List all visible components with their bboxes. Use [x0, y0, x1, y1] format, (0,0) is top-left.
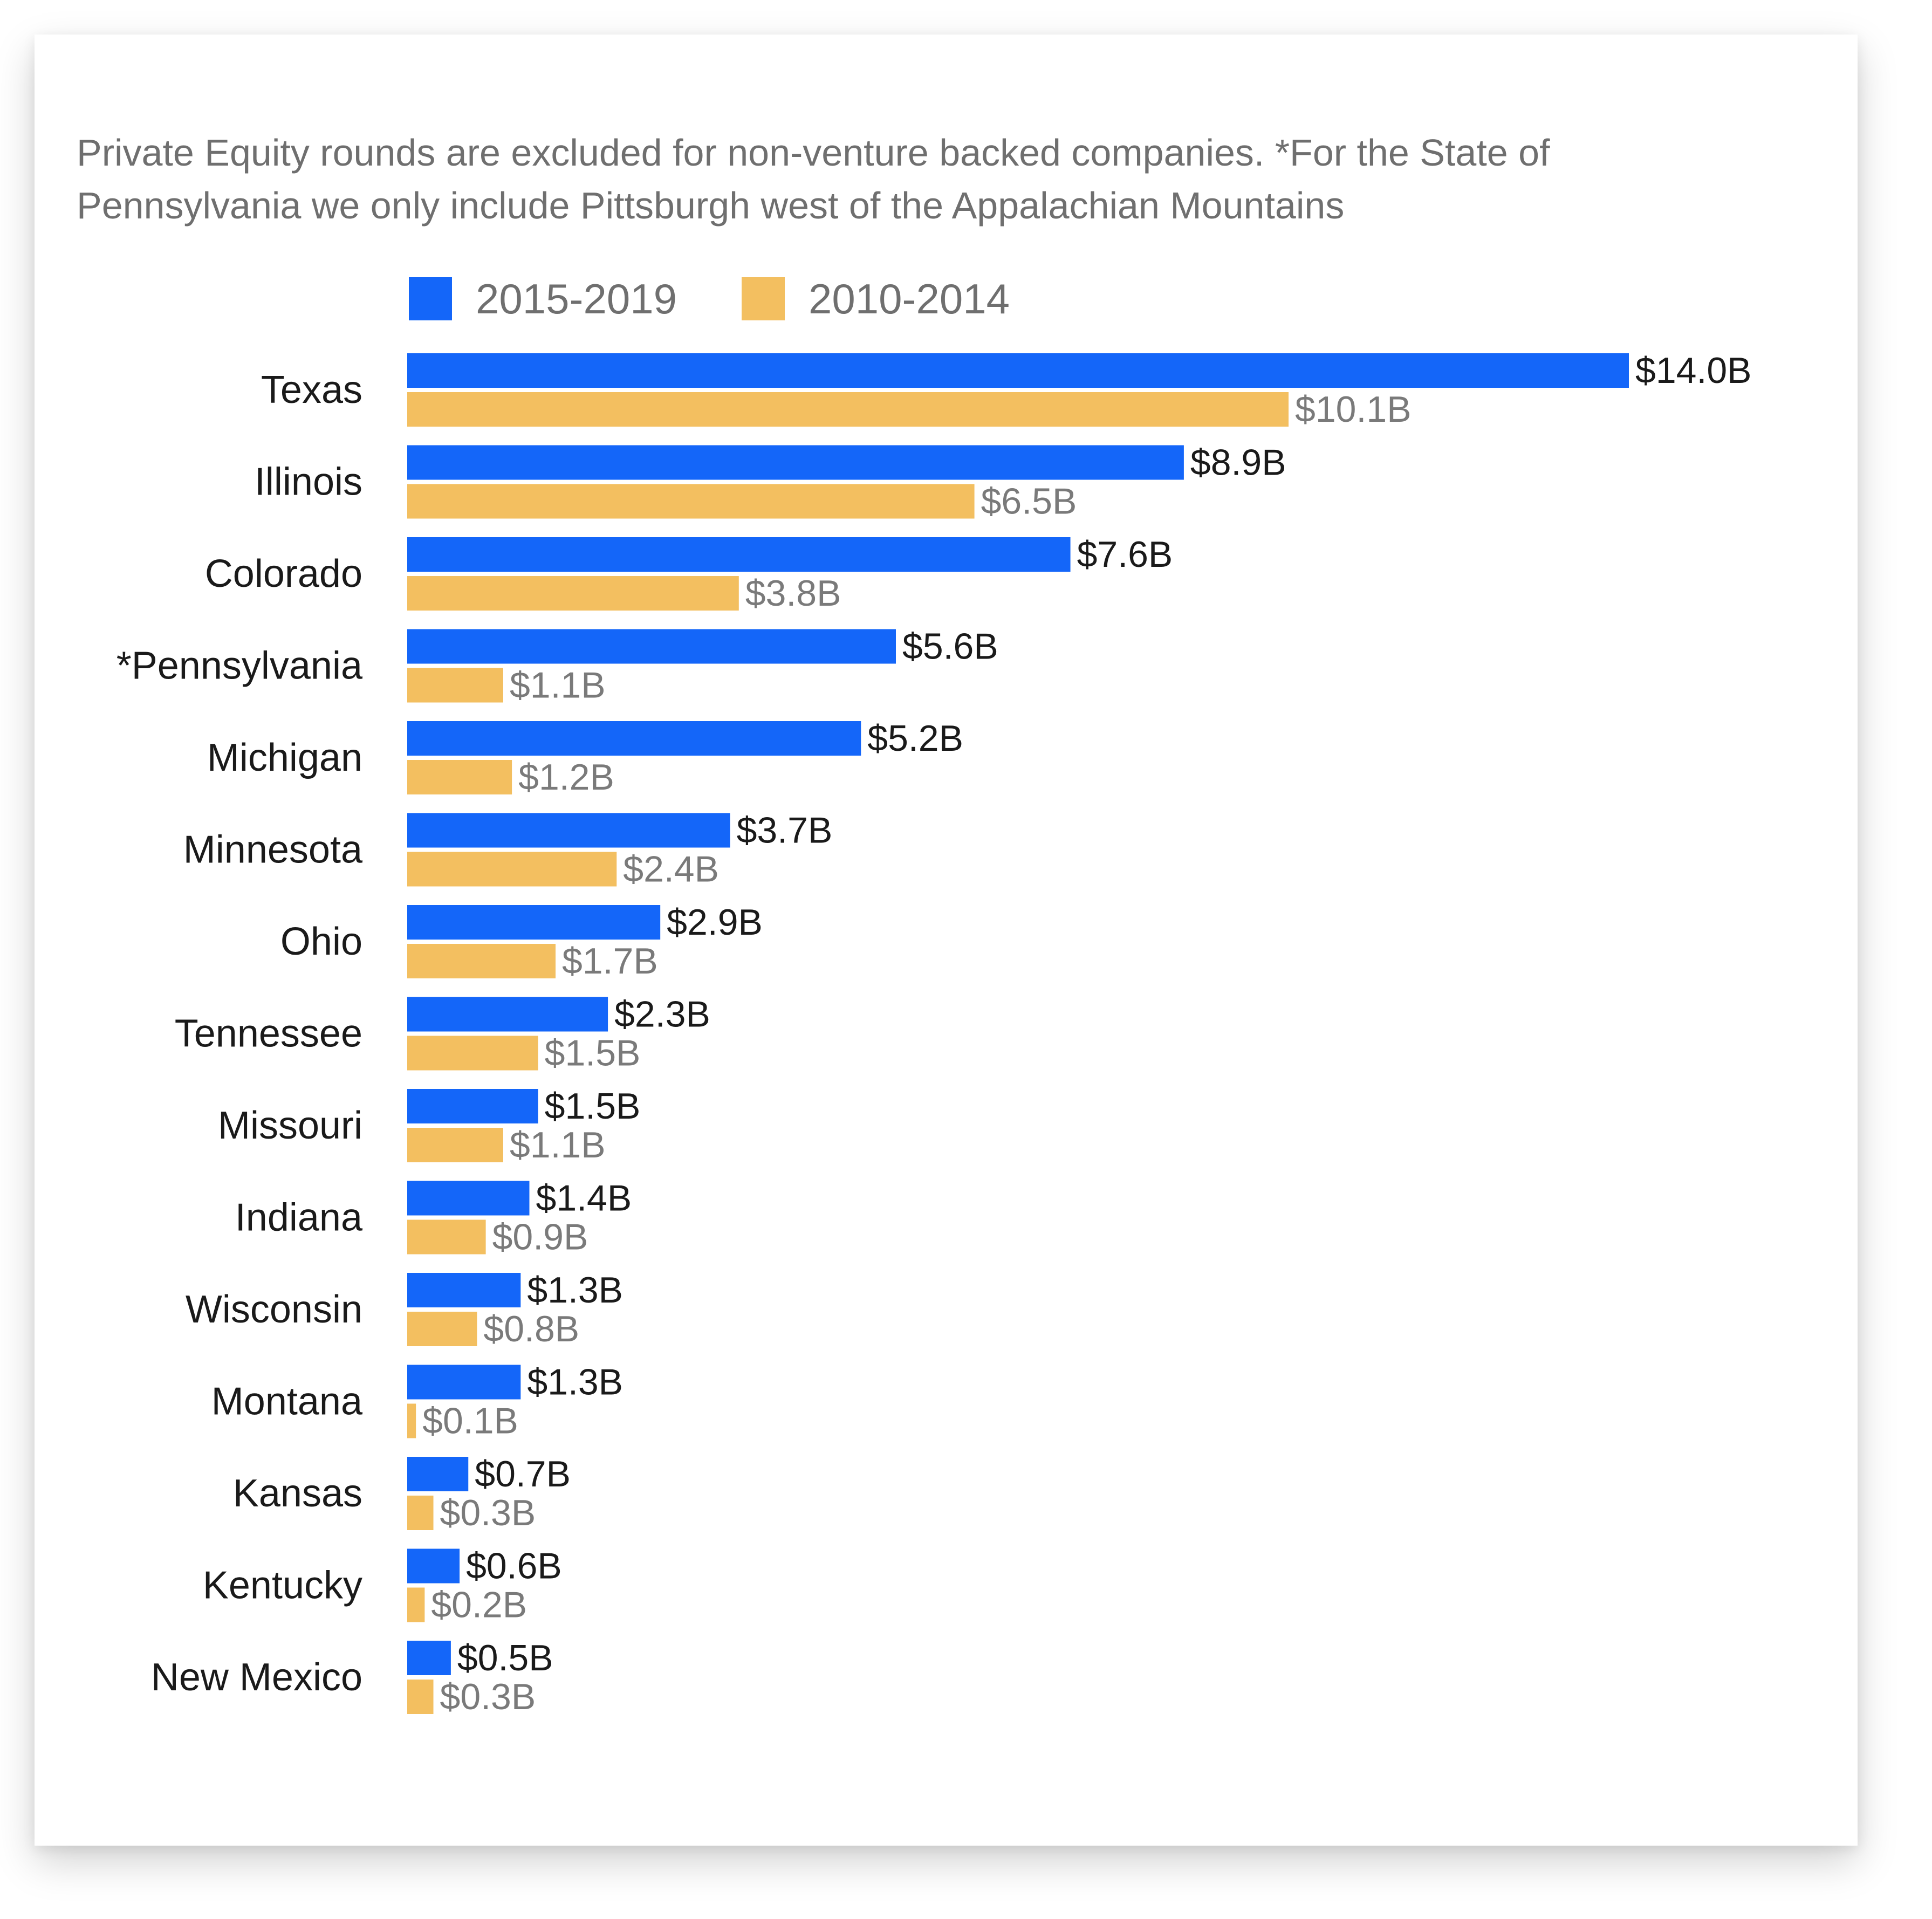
value-label-ohio-series-1: $2.9B	[667, 902, 763, 943]
category-label-illinois: Illinois	[255, 461, 362, 504]
value-label-new-mexico-series-1: $0.5B	[457, 1637, 553, 1678]
bar-minnesota-series-2[interactable]	[407, 852, 617, 887]
value-label-kentucky-series-2: $0.2B	[431, 1585, 527, 1626]
value-label-pennsylvania-series-1: $5.6B	[902, 626, 998, 667]
bar-colorado-series-2[interactable]	[407, 576, 739, 611]
bar-new-mexico-series-1[interactable]	[407, 1641, 451, 1675]
category-label-missouri: Missouri	[218, 1104, 362, 1147]
bar-kansas-series-1[interactable]	[407, 1457, 469, 1491]
category-label-kentucky: Kentucky	[203, 1564, 362, 1607]
bar-missouri-series-1[interactable]	[407, 1089, 538, 1123]
category-label-ohio: Ohio	[280, 920, 362, 963]
value-label-ohio-series-2: $1.7B	[562, 941, 658, 982]
category-label-tennessee: Tennessee	[175, 1012, 362, 1056]
bar-montana-series-1[interactable]	[407, 1365, 521, 1400]
value-label-kansas-series-2: $0.3B	[440, 1492, 536, 1533]
legend-item-series-2[interactable]: 2010-2014	[742, 275, 1010, 324]
bar-kentucky-series-1[interactable]	[407, 1548, 460, 1584]
category-label-michigan: Michigan	[207, 736, 362, 779]
category-label-new-mexico: New Mexico	[151, 1656, 362, 1699]
category-label-indiana: Indiana	[235, 1196, 363, 1239]
value-label-indiana-series-1: $1.4B	[536, 1178, 632, 1219]
bar-ohio-series-2[interactable]	[407, 944, 556, 978]
value-label-colorado-series-2: $3.8B	[745, 573, 841, 614]
value-label-wisconsin-series-2: $0.8B	[483, 1308, 579, 1349]
bar-illinois-series-1[interactable]	[407, 445, 1184, 480]
value-label-new-mexico-series-2: $0.3B	[440, 1676, 536, 1717]
bar-wisconsin-series-2[interactable]	[407, 1312, 477, 1346]
bar-texas-series-2[interactable]	[407, 392, 1289, 427]
value-label-missouri-series-1: $1.5B	[545, 1086, 641, 1127]
bar-ohio-series-1[interactable]	[407, 905, 661, 940]
value-label-texas-series-1: $14.0B	[1635, 350, 1752, 391]
legend-swatch-series-1	[409, 277, 452, 320]
bar-michigan-series-2[interactable]	[407, 760, 512, 794]
bar-new-mexico-series-2[interactable]	[407, 1680, 434, 1714]
bar-colorado-series-1[interactable]	[407, 537, 1071, 572]
category-label-colorado: Colorado	[205, 552, 362, 595]
value-label-michigan-series-1: $5.2B	[867, 718, 963, 759]
value-label-colorado-series-1: $7.6B	[1077, 534, 1173, 575]
value-label-michigan-series-2: $1.2B	[518, 757, 614, 798]
legend-label-series-2: 2010-2014	[809, 275, 1010, 323]
value-label-texas-series-2: $10.1B	[1295, 389, 1412, 430]
legend-item-series-1[interactable]: 2015-2019	[409, 275, 677, 324]
value-label-minnesota-series-1: $3.7B	[737, 810, 833, 851]
value-label-indiana-series-2: $0.9B	[492, 1217, 588, 1258]
value-label-kentucky-series-1: $0.6B	[466, 1546, 562, 1587]
value-label-wisconsin-series-1: $1.3B	[527, 1270, 623, 1311]
chart-card: Private Equity rounds are excluded for n…	[35, 35, 1858, 1846]
bar-indiana-series-1[interactable]	[407, 1181, 530, 1216]
bar-montana-series-2[interactable]	[407, 1403, 416, 1438]
bar-pennsylvania-series-1[interactable]	[407, 629, 896, 664]
bar-texas-series-1[interactable]	[407, 353, 1629, 388]
bar-kansas-series-2[interactable]	[407, 1496, 434, 1530]
bar-illinois-series-2[interactable]	[407, 484, 975, 519]
value-label-minnesota-series-2: $2.4B	[623, 849, 719, 890]
bar-tennessee-series-1[interactable]	[407, 997, 608, 1032]
value-label-kansas-series-1: $0.7B	[475, 1454, 571, 1495]
category-label-montana: Montana	[211, 1380, 363, 1423]
category-label-minnesota: Minnesota	[183, 828, 363, 872]
bar-tennessee-series-2[interactable]	[407, 1036, 538, 1071]
value-label-tennessee-series-1: $2.3B	[614, 994, 710, 1035]
chart-note: Private Equity rounds are excluded for n…	[77, 132, 1550, 227]
bar-kentucky-series-2[interactable]	[407, 1587, 425, 1622]
legend-swatch-series-2	[742, 277, 785, 320]
category-label-texas: Texas	[261, 368, 362, 412]
bar-indiana-series-2[interactable]	[407, 1219, 486, 1255]
value-label-illinois-series-1: $8.9B	[1190, 442, 1286, 483]
bar-wisconsin-series-1[interactable]	[407, 1273, 521, 1307]
legend: 2015-2019 2010-2014	[409, 272, 1074, 326]
value-label-missouri-series-2: $1.1B	[510, 1125, 606, 1166]
bar-michigan-series-1[interactable]	[407, 721, 861, 756]
value-label-tennessee-series-2: $1.5B	[545, 1033, 641, 1074]
value-label-pennsylvania-series-2: $1.1B	[510, 665, 606, 706]
value-label-montana-series-2: $0.1B	[422, 1401, 518, 1442]
value-label-illinois-series-2: $6.5B	[981, 481, 1077, 522]
category-label-pennsylvania: *Pennsylvania	[117, 645, 363, 688]
bar-pennsylvania-series-2[interactable]	[407, 668, 503, 703]
bar-minnesota-series-1[interactable]	[407, 813, 730, 848]
category-label-kansas: Kansas	[233, 1472, 362, 1515]
category-label-wisconsin: Wisconsin	[186, 1288, 362, 1331]
legend-label-series-1: 2015-2019	[476, 275, 677, 323]
bar-missouri-series-2[interactable]	[407, 1128, 503, 1162]
value-label-montana-series-1: $1.3B	[527, 1362, 623, 1403]
